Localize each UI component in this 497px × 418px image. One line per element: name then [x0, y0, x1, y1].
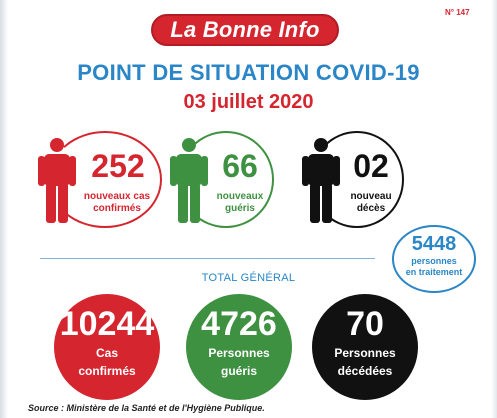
total-cases-label-line1: Cas [95, 346, 118, 360]
total-recovered-label-line1: Personnes [208, 346, 270, 360]
person-green-icon [170, 138, 208, 223]
treatment-bubble: 5448 personnes en traitement [392, 225, 476, 293]
total-heading: TOTAL GÉNÉRAL [201, 272, 296, 284]
brand-banner: La Bonne Info [151, 14, 339, 46]
brand-name: La Bonne Info [170, 17, 320, 42]
daily-cases-label: nouveaux cas confirmés [83, 191, 151, 214]
daily-recovered-value: 66 [222, 148, 258, 184]
issue-number: N° 147 [445, 8, 470, 17]
total-recovered-disk: 4726 Personnes guéris [186, 294, 292, 400]
total-deaths-label-line1: Personnes [334, 346, 396, 360]
daily-deaths-label: nouveau décès [350, 191, 392, 214]
source-note: Source : Ministère de la Santé et de l'H… [28, 403, 265, 413]
person-red-icon [38, 138, 76, 223]
daily-recovered-label: nouveaux guéris [216, 191, 264, 214]
total-cases-label-line2: confirmés [78, 364, 136, 378]
daily-cases-arc [48, 131, 162, 228]
page-title: POINT DE SITUATION COVID-19 [77, 60, 420, 85]
daily-deaths-arc [310, 131, 404, 228]
person-black-icon [302, 138, 340, 223]
right-edge-shade [491, 0, 497, 418]
treatment-label-line2: en traitement [405, 267, 463, 277]
treatment-value: 5448 [411, 233, 457, 255]
total-deaths-value: 70 [346, 305, 384, 343]
report-date: 03 juillet 2020 [183, 91, 314, 113]
treatment-label-line1: personnes [411, 256, 457, 266]
daily-cases-value: 252 [91, 148, 145, 184]
total-cases-disk: 10244 Cas confirmés [54, 294, 160, 400]
daily-recovered-arc [178, 131, 274, 228]
section-divider [40, 258, 375, 259]
total-deaths-label-line2: décédées [337, 364, 393, 378]
total-cases-value: 10244 [59, 305, 155, 343]
daily-deaths-value: 02 [353, 148, 389, 184]
total-recovered-value: 4726 [201, 305, 277, 343]
total-recovered-label-line2: guéris [220, 364, 257, 378]
total-deaths-disk: 70 Personnes décédées [312, 294, 418, 400]
left-edge-shade [0, 0, 8, 418]
